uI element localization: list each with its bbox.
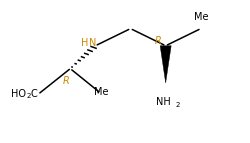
Text: HO: HO bbox=[11, 89, 26, 99]
Text: N: N bbox=[89, 38, 96, 48]
Text: 2: 2 bbox=[174, 102, 179, 108]
Polygon shape bbox=[160, 46, 170, 83]
Text: C: C bbox=[30, 89, 37, 99]
Text: R: R bbox=[63, 76, 70, 86]
Text: NH: NH bbox=[156, 97, 170, 107]
Text: R: R bbox=[154, 36, 161, 46]
Text: Me: Me bbox=[94, 87, 108, 97]
Text: Me: Me bbox=[193, 12, 207, 22]
Text: 2: 2 bbox=[27, 93, 31, 99]
Text: H: H bbox=[81, 38, 88, 48]
